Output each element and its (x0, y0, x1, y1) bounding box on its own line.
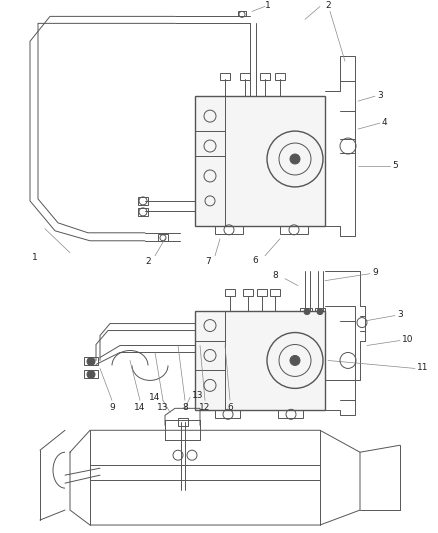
Text: 9: 9 (109, 403, 115, 412)
Text: 14: 14 (134, 403, 146, 412)
Bar (238, 11, 246, 17)
Bar (300, 308, 312, 316)
Bar (195, 96, 325, 226)
Bar (243, 289, 253, 296)
Bar (260, 73, 270, 80)
Bar (220, 73, 230, 80)
Text: 6: 6 (252, 256, 258, 265)
Text: 2: 2 (325, 1, 331, 10)
Bar (257, 289, 267, 296)
Bar (84, 370, 98, 378)
Text: 9: 9 (372, 268, 378, 277)
Bar (225, 289, 235, 296)
Text: 5: 5 (392, 161, 398, 171)
Circle shape (87, 358, 95, 366)
Text: 11: 11 (417, 363, 428, 372)
Bar (315, 308, 325, 316)
Bar (240, 73, 250, 80)
Text: 4: 4 (382, 118, 388, 127)
Circle shape (317, 309, 323, 314)
Bar (215, 226, 243, 234)
Bar (275, 73, 285, 80)
Bar (178, 418, 188, 426)
Text: 1: 1 (265, 1, 271, 10)
Text: 12: 12 (199, 403, 211, 412)
Text: 8: 8 (272, 271, 278, 280)
Text: 6: 6 (227, 403, 233, 412)
Text: 3: 3 (397, 310, 403, 319)
Text: 8: 8 (182, 403, 188, 412)
Bar (84, 358, 98, 366)
Circle shape (290, 356, 300, 366)
Bar (215, 410, 240, 418)
Text: 2: 2 (145, 257, 151, 266)
Text: 14: 14 (149, 393, 161, 402)
Text: 7: 7 (205, 257, 211, 266)
Bar (278, 410, 303, 418)
Text: 13: 13 (192, 391, 204, 400)
Circle shape (304, 309, 310, 314)
Text: 13: 13 (157, 403, 169, 412)
Circle shape (87, 370, 95, 378)
Text: 10: 10 (402, 335, 413, 344)
Bar (270, 289, 280, 296)
Bar (138, 208, 148, 216)
Bar (138, 197, 148, 205)
Bar (195, 311, 325, 410)
Bar (280, 226, 308, 234)
Text: 3: 3 (377, 91, 383, 100)
Text: 1: 1 (32, 253, 38, 262)
Circle shape (290, 154, 300, 164)
Bar (158, 234, 168, 241)
